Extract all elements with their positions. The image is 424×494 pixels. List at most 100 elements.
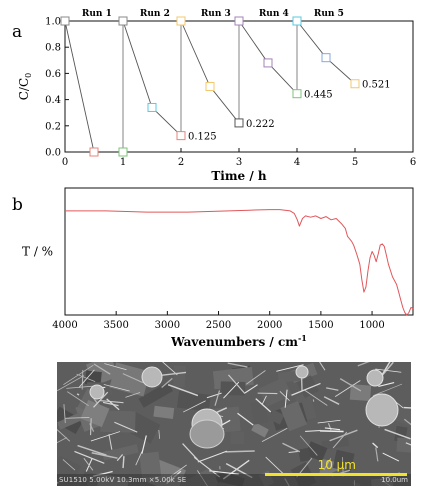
- sem-fiber: [244, 384, 258, 394]
- sem-fiber: [261, 427, 288, 442]
- sem-fiber: [141, 435, 147, 454]
- sem-fiber: [135, 451, 143, 466]
- sem-plate: [80, 399, 110, 428]
- sem-plate: [305, 441, 328, 462]
- sem-fiber: [305, 429, 322, 432]
- run-start-marker-2: [118, 16, 128, 26]
- sem-particle: [366, 369, 384, 387]
- sem-fiber: [122, 373, 144, 384]
- sem-fiber: [78, 369, 95, 388]
- sem-plate: [251, 422, 269, 438]
- sem-fiber: [323, 458, 332, 471]
- panel-letter-b: b: [12, 195, 23, 215]
- sem-fiber: [288, 451, 298, 453]
- sem-fiber: [317, 419, 341, 424]
- sem-fiber: [125, 392, 141, 398]
- sem-fiber: [197, 450, 228, 463]
- series-line-5: [296, 20, 356, 85]
- sem-fiber: [81, 369, 84, 390]
- sem-footer-band: [57, 474, 411, 486]
- sem-fiber: [319, 362, 326, 371]
- sem-fiber: [381, 362, 394, 376]
- sem-fiber: [405, 442, 411, 446]
- sem-fiber: [380, 362, 391, 377]
- y-axis-label-b: T / %: [22, 245, 53, 259]
- sem-fiber: [66, 385, 95, 389]
- sem-fiber: [375, 447, 379, 462]
- series-point-5: [321, 53, 331, 63]
- sem-plate: [176, 390, 211, 412]
- sem-particle: [141, 366, 163, 388]
- sem-fiber: [261, 395, 267, 405]
- sem-plate: [321, 437, 350, 450]
- run-end-marker-4: [292, 89, 302, 99]
- series-point-2: [147, 102, 157, 112]
- run-end-value-4: 0.445: [304, 90, 333, 101]
- x-tick-label-a-2: 2: [178, 157, 184, 168]
- sem-fiber: [372, 383, 403, 397]
- sem-fiber: [403, 418, 411, 426]
- panel-letter-c: c: [12, 359, 22, 362]
- sem-fiber: [62, 459, 76, 471]
- x-axis-label-a: Time / h: [211, 169, 267, 183]
- sem-fiber: [291, 382, 321, 396]
- run-end-marker-1: [118, 147, 128, 157]
- run-end-marker-2: [176, 131, 186, 141]
- sem-particle: [189, 419, 225, 449]
- sem-fiber: [324, 427, 341, 431]
- sem-fiber: [227, 362, 248, 368]
- y-tick-label-a-0: 0.0: [45, 148, 61, 159]
- sem-fiber: [99, 399, 124, 404]
- x-tick-label-a-4: 4: [294, 157, 300, 168]
- y-axis-label-a: C/C0: [17, 73, 33, 101]
- x-tick-label-b-1: 3500: [103, 320, 128, 331]
- sem-fiber: [228, 374, 246, 395]
- plot-frame-b: [64, 187, 414, 316]
- sem-particle: [89, 384, 105, 400]
- sem-fiber: [237, 412, 254, 426]
- sem-fiber: [255, 398, 272, 413]
- run-start-marker-1: [60, 16, 70, 26]
- run-end-marker-3: [234, 118, 244, 128]
- sem-fiber: [323, 396, 340, 405]
- sem-plate: [172, 365, 186, 388]
- sem-fiber: [265, 456, 286, 477]
- run-end-value-3: 0.222: [246, 119, 275, 130]
- x-tick-label-b-0: 4000: [52, 320, 77, 331]
- sem-fiber: [326, 387, 339, 391]
- sem-fiber: [57, 375, 85, 392]
- ftir-spectrum-line: [65, 209, 414, 316]
- run-title-3: Run 3: [201, 9, 231, 19]
- sem-fiber: [57, 437, 68, 444]
- sem-fiber: [90, 431, 121, 442]
- sem-plate: [280, 401, 307, 432]
- series-point-4: [263, 58, 273, 68]
- run-start-marker-5: [292, 16, 302, 26]
- scale-bar-label: 10 μm: [317, 458, 356, 472]
- series-line-2: [122, 20, 182, 136]
- run-end-value-2: 0.125: [188, 132, 217, 143]
- panel-a: 0 1 2 3 4 5 6 0.0 0.2 0.4 0.6 0.8 1.0 Time / h C/C0 Run…: [17, 9, 416, 183]
- sem-fiber: [158, 429, 160, 439]
- sem-fiber: [206, 392, 222, 399]
- sem-plate: [258, 377, 292, 407]
- run-end-marker-5: [350, 79, 360, 89]
- sem-fiber: [57, 428, 71, 442]
- x-tick-label-a-3: 3: [236, 157, 242, 168]
- y-tick-label-a-2: 0.4: [45, 95, 61, 106]
- sem-particle: [365, 393, 399, 427]
- sem-fiber: [114, 421, 138, 433]
- sem-fiber: [378, 382, 395, 388]
- series-line-1: [64, 20, 95, 153]
- sem-fiber: [83, 457, 94, 471]
- sem-plate: [153, 405, 175, 419]
- sem-plate: [102, 444, 139, 461]
- sem-fiber: [76, 373, 96, 382]
- sem-plate: [349, 384, 372, 402]
- sem-fiber: [167, 383, 199, 397]
- sem-fiber: [66, 391, 89, 407]
- x-tick-label-b-4: 2000: [257, 320, 282, 331]
- sem-plate: [109, 362, 151, 397]
- sem-fiber: [91, 452, 118, 459]
- sem-fiber: [299, 435, 318, 456]
